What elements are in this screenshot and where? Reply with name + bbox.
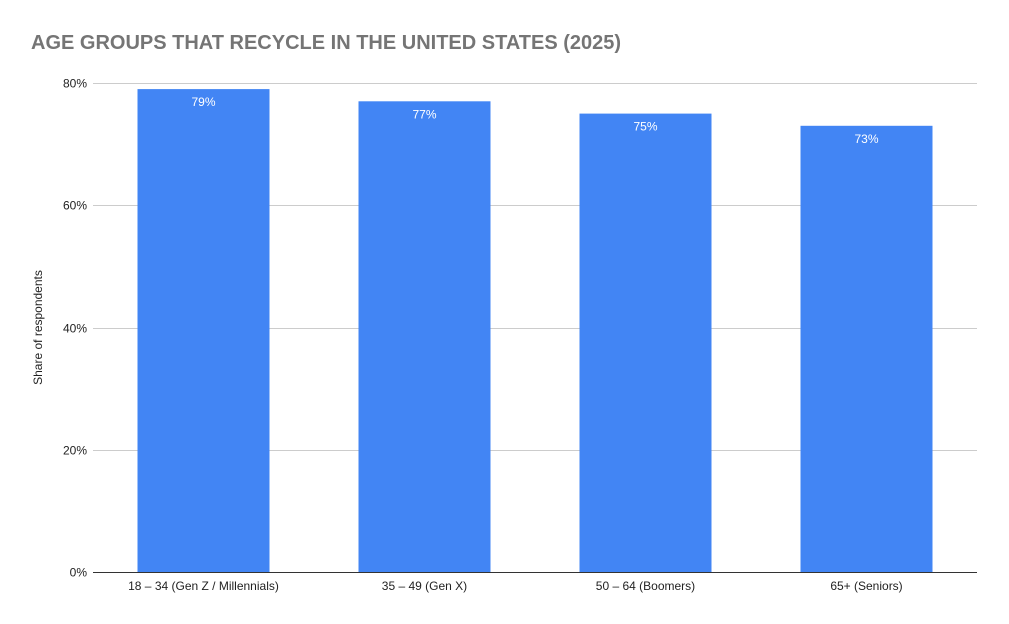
bar: [800, 125, 933, 573]
y-tick-label: 0%: [70, 566, 88, 580]
y-axis-title: Share of respondents: [31, 270, 45, 385]
x-tick-label: 50 – 64 (Boomers): [596, 579, 695, 593]
bar-value-label: 79%: [191, 95, 215, 109]
y-tick-label: 20%: [63, 444, 87, 458]
bar: [137, 89, 270, 572]
bar-value-label: 73%: [854, 132, 878, 146]
x-tick-label: 35 – 49 (Gen X): [382, 579, 467, 593]
bar: [358, 101, 491, 573]
bar-value-label: 77%: [412, 107, 436, 121]
x-tick-label: 65+ (Seniors): [830, 579, 902, 593]
y-tick-label: 60%: [63, 199, 87, 213]
chart-title: AGE GROUPS THAT RECYCLE IN THE UNITED ST…: [31, 32, 622, 54]
x-tick-label: 18 – 34 (Gen Z / Millennials): [128, 579, 279, 593]
y-tick-label: 80%: [63, 77, 87, 91]
y-tick-label: 40%: [63, 322, 87, 336]
bar: [579, 113, 712, 572]
bar-value-label: 75%: [633, 120, 657, 134]
